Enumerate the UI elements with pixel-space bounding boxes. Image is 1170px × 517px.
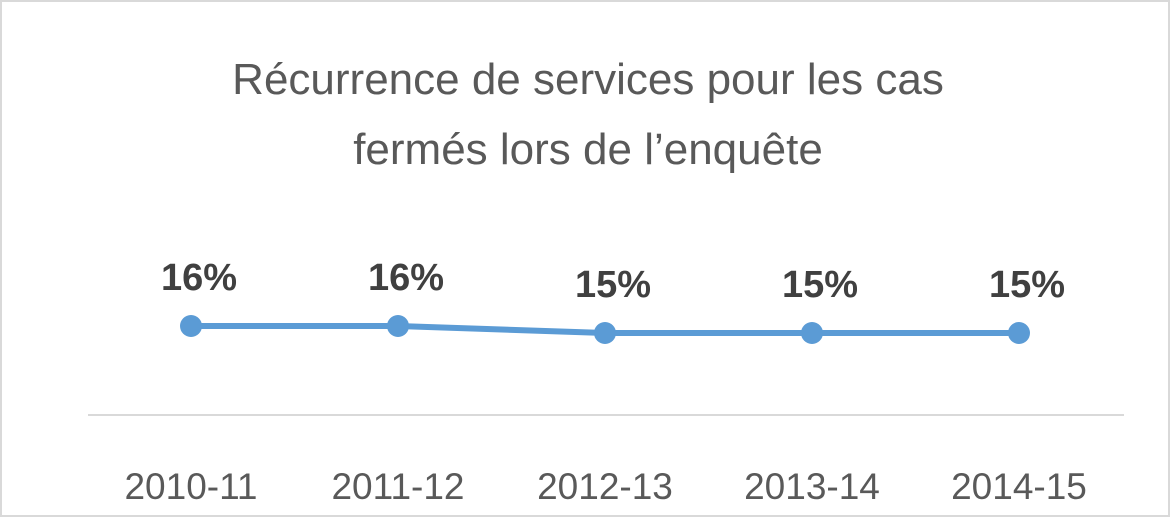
data-point [1008,322,1030,344]
x-tick-label: 2010-11 [124,466,257,507]
series-marks: 16% 2010-11 16% 2011-12 15% 2012-13 15% 2013-14… [124,257,1086,507]
data-point [387,315,409,337]
x-tick-label: 2012-13 [537,466,673,507]
data-point [594,322,616,344]
data-label: 15% [989,264,1065,306]
x-tick-label: 2011-12 [331,466,464,507]
chart-title-line-2: fermés lors de l’enquête [353,125,823,174]
data-point [801,322,823,344]
data-label: 15% [782,264,858,306]
data-point [180,315,202,337]
data-label: 16% [368,257,444,299]
x-tick-label: 2013-14 [744,466,880,507]
x-tick-label: 2014-15 [951,466,1087,507]
chart-title-line-1: Récurrence de services pour les cas [232,55,944,104]
data-label: 15% [575,264,651,306]
data-label: 16% [161,257,237,299]
